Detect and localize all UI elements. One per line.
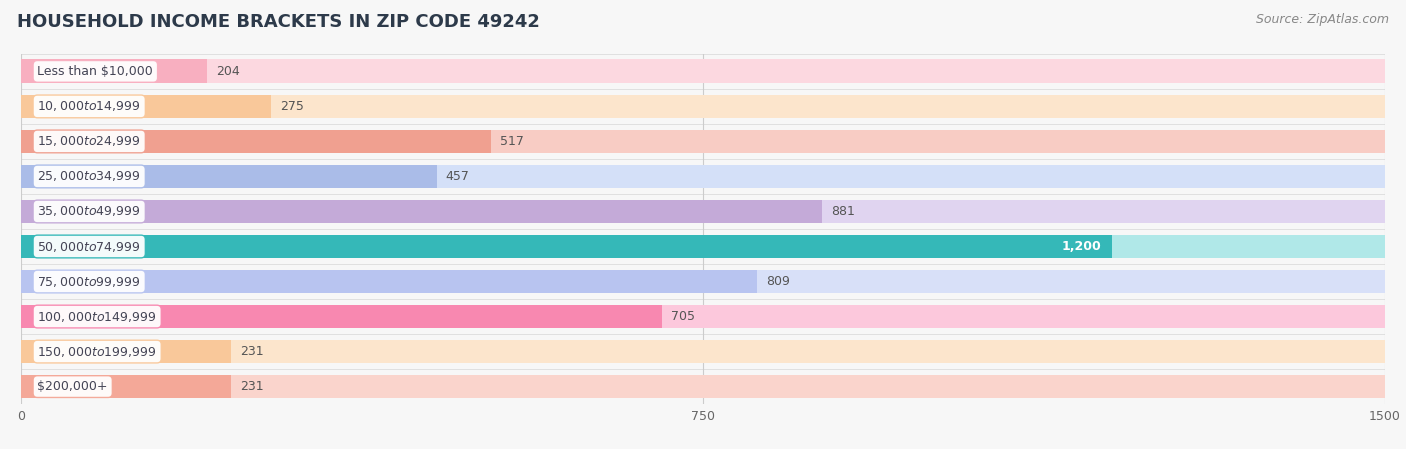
Bar: [21, 94, 271, 119]
Bar: [21, 339, 231, 364]
Bar: [21, 164, 1385, 189]
Bar: [21, 129, 491, 154]
Text: $15,000 to $24,999: $15,000 to $24,999: [38, 134, 141, 149]
Bar: [21, 59, 1385, 84]
Text: 881: 881: [831, 205, 855, 218]
Text: HOUSEHOLD INCOME BRACKETS IN ZIP CODE 49242: HOUSEHOLD INCOME BRACKETS IN ZIP CODE 49…: [17, 13, 540, 31]
Text: 204: 204: [215, 65, 239, 78]
Text: 231: 231: [240, 380, 264, 393]
Text: $200,000+: $200,000+: [38, 380, 108, 393]
Text: $25,000 to $34,999: $25,000 to $34,999: [38, 169, 141, 184]
Text: 809: 809: [766, 275, 790, 288]
Bar: [21, 374, 231, 399]
Bar: [21, 164, 437, 189]
Bar: [21, 374, 1385, 399]
Text: $10,000 to $14,999: $10,000 to $14,999: [38, 99, 141, 114]
Text: $50,000 to $74,999: $50,000 to $74,999: [38, 239, 141, 254]
Text: 1,200: 1,200: [1062, 240, 1101, 253]
Text: 231: 231: [240, 345, 264, 358]
Bar: [21, 59, 207, 84]
Text: 705: 705: [671, 310, 695, 323]
Bar: [21, 269, 756, 294]
Bar: [21, 129, 1385, 154]
Bar: [21, 199, 1385, 224]
Text: 517: 517: [501, 135, 524, 148]
Bar: [21, 94, 1385, 119]
Bar: [21, 304, 1385, 329]
Bar: [21, 269, 1385, 294]
Text: $75,000 to $99,999: $75,000 to $99,999: [38, 274, 141, 289]
Text: 457: 457: [446, 170, 470, 183]
Bar: [21, 199, 823, 224]
Bar: [21, 339, 1385, 364]
Bar: [21, 234, 1112, 259]
Text: $150,000 to $199,999: $150,000 to $199,999: [38, 344, 157, 359]
Text: Less than $10,000: Less than $10,000: [38, 65, 153, 78]
Bar: [21, 234, 1385, 259]
Text: 275: 275: [280, 100, 304, 113]
Bar: [21, 304, 662, 329]
Text: $35,000 to $49,999: $35,000 to $49,999: [38, 204, 141, 219]
Text: $100,000 to $149,999: $100,000 to $149,999: [38, 309, 157, 324]
Text: Source: ZipAtlas.com: Source: ZipAtlas.com: [1256, 13, 1389, 26]
